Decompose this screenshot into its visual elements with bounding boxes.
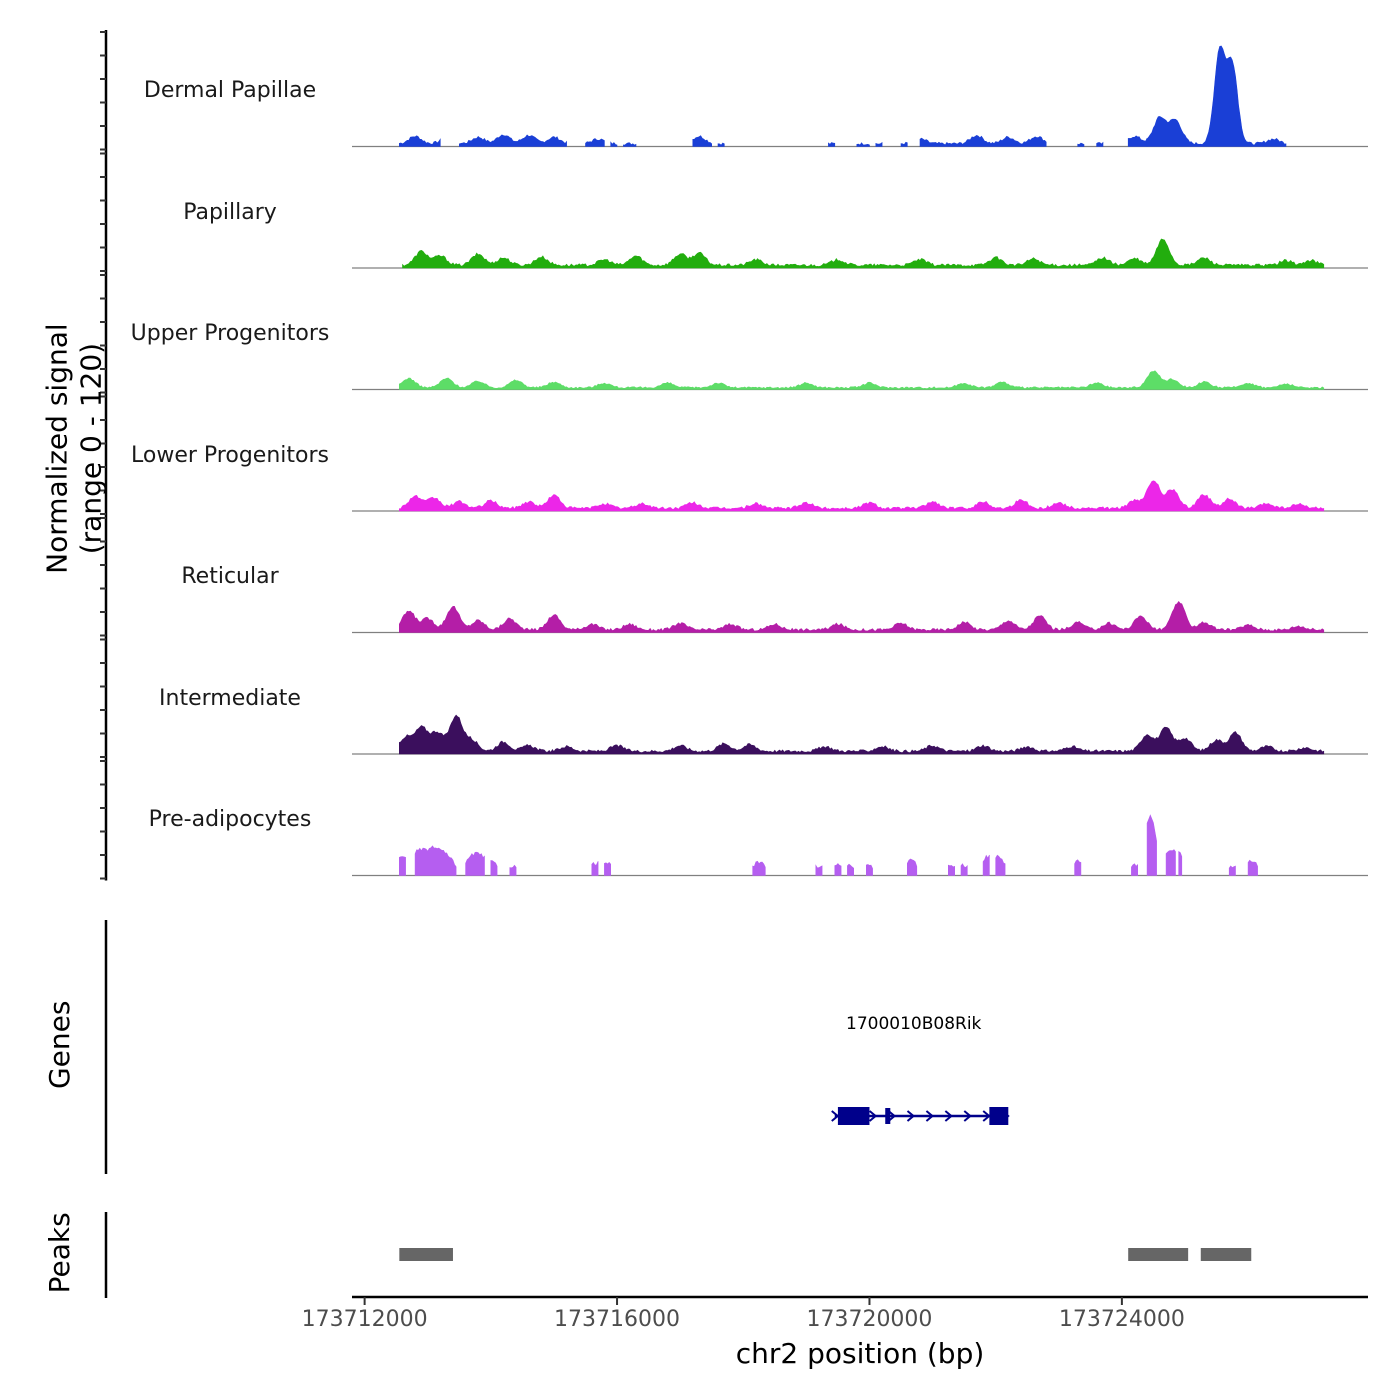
track-label: Papillary [183,199,277,225]
coverage-track [352,370,1368,391]
coverage-area [1074,859,1082,876]
track-label: Intermediate [159,685,301,711]
strand-arrow [906,1110,916,1122]
coverage-area [610,141,618,147]
gene-exon [885,1108,891,1124]
y-axis-title-line1: Normalized signal [40,323,74,574]
coverage-area [982,854,990,876]
axes-layer [100,30,1368,1305]
strand-arrow [944,1110,953,1122]
x-tick-label: 173716000 [554,1307,681,1332]
peaks-axis-title: Peaks [43,1212,77,1294]
coverage-area [585,138,605,147]
coverage-area [398,370,1325,390]
coverage-track [352,238,1368,269]
tracks-layer [352,45,1368,877]
coverage-area [1127,135,1148,147]
coverage-area [1228,865,1236,876]
coverage-area [834,863,842,876]
coverage-area [509,864,517,876]
coverage-area [752,860,766,876]
coverage-area [815,864,823,876]
coverage-area [828,142,836,147]
coverage-area [1247,859,1258,876]
coverage-area [692,135,713,147]
coverage-area [947,864,956,876]
coverage-area [623,142,637,147]
coverage-area [995,854,1006,876]
coverage-area [906,858,918,876]
y-axis-title-line2: (range 0 - 120) [74,342,107,555]
strand-arrow [868,1110,878,1122]
strand-arrow [1001,1110,1010,1122]
strand-arrow [887,1110,897,1122]
coverage-track [352,45,1368,148]
coverage-area [402,238,1325,269]
strand-arrow [963,1110,972,1122]
track-label: Dermal Papillae [143,78,317,103]
coverage-area [1096,141,1104,147]
strand-arrow [831,1110,840,1122]
x-tick-label: 173724000 [1058,1307,1185,1332]
coverage-area [1146,45,1287,147]
genes-axis-title: Genes [43,1000,77,1090]
peak-region [1128,1248,1189,1261]
coverage-area [465,851,485,876]
coverage-area [847,863,855,876]
coverage-area [900,141,908,147]
coverage-area [604,861,612,876]
coverage-area [414,845,457,876]
y-axis-title: Normalized signal (range 0 - 120) [40,259,107,639]
coverage-area [1077,142,1085,147]
coverage-area [856,142,870,147]
x-tick-label: 173712000 [301,1307,428,1332]
strand-arrow [925,1110,934,1122]
coverage-area [398,135,441,147]
coverage-area [1146,814,1157,876]
x-tick-label: 173720000 [806,1307,933,1332]
coverage-area [398,480,1325,512]
gene-exon [837,1107,870,1125]
strand-arrow [850,1110,859,1122]
track-label: Pre-adipocytes [148,807,312,832]
coverage-track [352,480,1368,512]
coverage-area [398,601,1325,633]
coverage-area [398,856,406,876]
coverage-area [490,860,498,876]
strand-arrow [982,1110,991,1122]
peak-track [399,1248,1252,1261]
coverage-track [352,601,1368,634]
coverage-track [352,814,1368,877]
coverage-area [1165,849,1176,876]
track-label: Reticular [181,564,279,589]
coverage-area [398,714,1325,755]
coverage-area [960,863,968,876]
gene-label: 1700010B08Rik [846,1014,982,1034]
gene-exon [989,1107,1009,1125]
peak-region [399,1248,453,1261]
coverage-area [1131,863,1138,876]
coverage-area [591,861,599,876]
coverage-area [458,134,567,147]
coverage-area [717,142,725,147]
gene-track [831,1107,1010,1125]
track-label: Upper Progenitors [130,321,330,346]
coverage-area [919,134,1047,147]
coverage-area [865,864,873,876]
coverage-area [875,142,883,147]
track-label: Lower Progenitors [131,442,329,468]
x-axis-title: chr2 position (bp) [735,1337,985,1370]
peak-region [1200,1248,1252,1261]
coverage-track [352,714,1368,755]
coverage-area [1178,851,1183,876]
